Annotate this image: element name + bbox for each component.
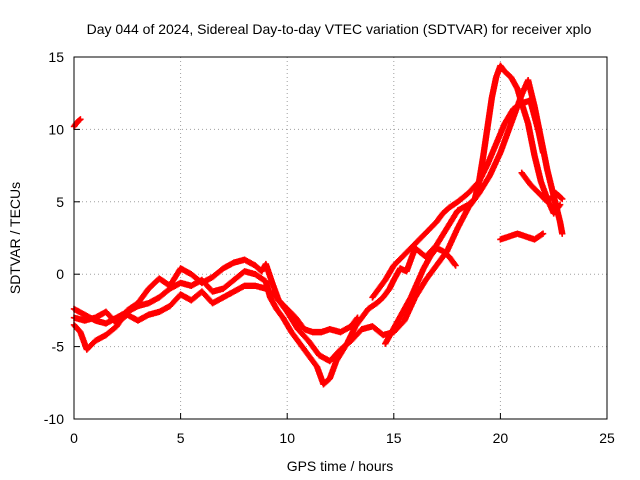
x-tick-label: 20 bbox=[493, 430, 509, 446]
data-point-markers bbox=[70, 62, 564, 388]
series-track-g bbox=[497, 230, 547, 243]
y-tick-label: 5 bbox=[56, 194, 64, 210]
x-tick-label: 10 bbox=[279, 430, 295, 446]
data-point-markers bbox=[497, 230, 547, 243]
data-points bbox=[70, 62, 566, 388]
data-point-markers bbox=[369, 97, 547, 301]
series-track-a bbox=[70, 116, 84, 130]
x-tick-label: 25 bbox=[599, 430, 615, 446]
series-track-f bbox=[382, 244, 459, 347]
x-axis-label: GPS time / hours bbox=[287, 458, 394, 474]
x-tick-label: 15 bbox=[386, 430, 402, 446]
y-tick-label: -10 bbox=[44, 411, 64, 427]
x-tick-label: 5 bbox=[177, 430, 185, 446]
y-tick-label: 0 bbox=[56, 266, 64, 282]
data-point-markers bbox=[382, 244, 459, 347]
series-track-h bbox=[518, 169, 566, 205]
series-track-e bbox=[369, 97, 547, 301]
x-tick-label: 0 bbox=[70, 430, 78, 446]
data-point-markers bbox=[70, 116, 84, 130]
data-point-markers bbox=[518, 169, 566, 205]
plot-frame bbox=[73, 56, 608, 420]
y-tick-label: 10 bbox=[48, 121, 64, 137]
series-track-c bbox=[70, 62, 564, 388]
y-axis-label: SDTVAR / TECUs bbox=[7, 182, 23, 294]
y-tick-label: -5 bbox=[52, 339, 65, 355]
tick-labels: 0 5 10 15 20 25 -10 -5 0 5 10 15 bbox=[44, 49, 615, 446]
y-tick-label: 15 bbox=[48, 49, 64, 65]
chart-title: Day 044 of 2024, Sidereal Day-to-day VTE… bbox=[87, 21, 592, 37]
